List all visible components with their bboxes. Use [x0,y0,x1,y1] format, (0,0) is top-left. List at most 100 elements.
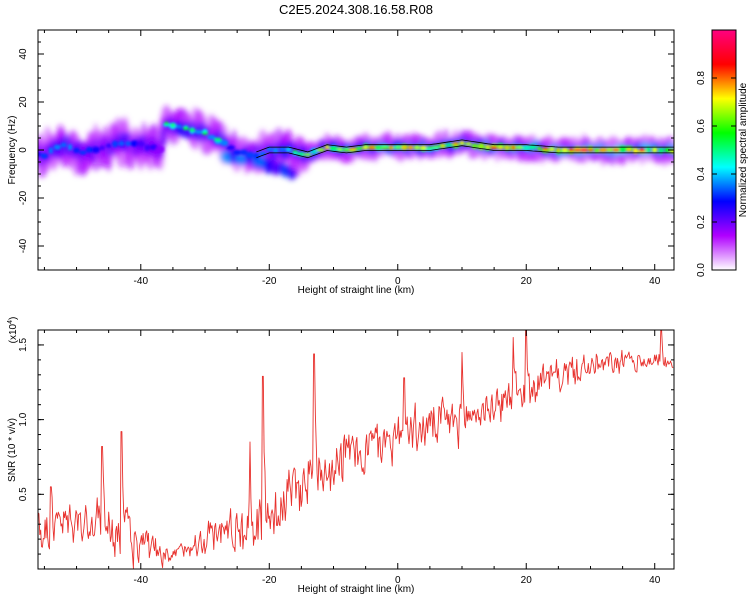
colorbar-ticks: 0.0 0.2 0.4 0.6 0.8 [696,71,736,277]
heatmap-peak-blob [441,144,445,148]
snr-x-tick-label: -20 [262,575,277,586]
heatmap-core-blob [60,142,67,148]
heatmap-core-blob [99,145,105,151]
colorbar-tick-label: 0.2 [696,215,707,229]
heatmap-peak-blob [362,146,369,150]
heatmap-peak-blob [337,148,343,151]
spectrogram-y-axis-label: Frequency (Hz) [7,116,18,185]
heatmap-peak-blob [465,142,472,146]
heatmap-core-blob [48,147,54,154]
heatmap-peak-blob [342,148,350,152]
colorbar: 0.0 0.2 0.4 0.6 0.8 Normalized spectral ampl… [696,29,749,277]
heatmap-core-blob [606,147,613,152]
heatmap-core-blob [272,147,279,154]
heatmap-peak-blob [355,146,364,151]
heatmap-core-blob [105,143,112,148]
heatmap-peak-blob [599,148,608,152]
heatmap-peak-blob [407,145,414,150]
heatmap-peak-blob [568,148,574,152]
heatmap-core-blob [285,146,292,153]
heatmap-core-blob [40,153,49,159]
heatmap-peak-blob [420,145,427,150]
heatmap-peak-blob [182,126,189,130]
heatmap-core-blob [253,152,260,160]
heatmap-peak-blob [587,148,594,152]
heatmap-peak-blob [542,147,549,151]
snr-y-tick-label: 1.0 [18,412,29,426]
heatmap-peak-blob [312,151,316,154]
heatmap-core-blob [68,144,73,151]
heatmap-peak-blob [171,123,175,127]
heatmap-core-blob [136,141,145,147]
heatmap-peak-blob [460,141,464,145]
snr-y-tick-label: 0.5 [18,487,29,501]
heatmap-core-blob [646,146,651,153]
spectrogram-y-tick-label: 0 [18,147,29,153]
heatmap-core-blob [125,140,131,147]
heatmap-peak-blob [561,148,568,152]
heatmap-peak-blob [329,146,338,151]
colorbar-tick-label: 0.8 [696,71,707,85]
heatmap-core-blob [279,146,285,152]
colorbar-tick-label: 0.4 [696,167,707,181]
heatmap-peak-blob [556,148,560,152]
heatmap-core-blob [220,139,229,146]
heatmap-core-blob [155,145,165,153]
heatmap-peak-blob [426,146,433,150]
heatmap-core-blob [239,149,248,155]
heatmap-core-blob [73,147,80,153]
heatmap-peak-blob [389,146,394,150]
figure-title: C2E5.2024.308.16.58.R08 [279,2,433,17]
snr-x-axis-label: Height of straight line (km) [298,584,415,595]
heatmap-core-blob [91,146,101,154]
heatmap-peak-blob [303,153,312,157]
heatmap-peak-blob [548,147,556,152]
heatmap-core-blob [537,146,542,151]
snr-y-multiplier: (x104) [7,317,19,344]
heatmap-core-blob [144,144,150,151]
colorbar-tick-label: 0.6 [696,119,707,133]
spectrogram-panel: -40 -20 0 20 40 -40 -20 0 20 40 Height of straigh… [7,29,675,296]
heatmap-peak-blob [639,148,645,152]
heatmap-peak-blob [452,142,459,146]
heatmap-core-blob [130,140,139,147]
heatmap-peak-blob [489,146,499,150]
heatmap-core-blob [207,134,216,140]
heatmap-peak-blob [573,148,582,152]
heatmap-peak-blob [516,146,524,150]
heatmap-peak-blob [291,150,299,154]
heatmap-peak-blob [213,137,222,142]
spectrogram-x-axis-label: Height of straight line (km) [298,285,415,296]
heatmap-core-blob [528,144,537,150]
heatmap-peak-blob [368,146,376,150]
heatmap-peak-blob [652,148,658,152]
snr-x-tick-label: -40 [134,575,149,586]
snr-x-tick-label: 0 [395,575,401,586]
heatmap-peak-blob [511,145,516,150]
spectrogram-x-tick-label: -40 [134,276,149,287]
heatmap-peak-blob [374,145,383,150]
heatmap-core-blob [233,150,242,155]
heatmap-peak-blob [485,144,490,149]
heatmap-core-blob [195,130,203,134]
snr-x-tick-label: 40 [649,575,661,586]
spectrogram-x-tick-label: 40 [649,276,661,287]
spectrogram-y-tick-label: 20 [18,96,29,108]
heatmap-peak-blob [626,148,632,152]
heatmap-peak-blob [414,146,420,150]
heatmap-core-blob [118,140,125,147]
heatmap-core-blob [79,150,87,155]
heatmap-peak-blob [316,148,326,152]
snr-series-line [38,330,674,569]
heatmap-peak-blob [401,145,408,150]
heatmap-core-blob [632,147,639,154]
spectrogram-y-tick-label: -20 [18,190,29,205]
heatmap-core-blob [522,145,531,151]
heatmap-core-blob [664,147,672,153]
heatmap-peak-blob [201,131,209,135]
heatmap-core-blob [226,145,235,150]
heatmap-core-blob [177,124,182,129]
heatmap-peak-blob [188,128,196,132]
ridge-guide-line [256,139,674,159]
